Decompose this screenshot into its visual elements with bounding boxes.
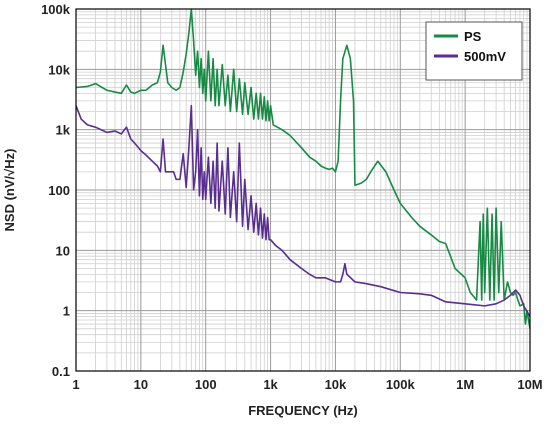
y-tick-label: 1k (56, 123, 71, 138)
x-tick-label: 10k (325, 377, 347, 392)
x-tick-label: 100 (195, 377, 217, 392)
x-axis-label: FREQUENCY (Hz) (248, 403, 358, 418)
x-tick-label: 1M (456, 377, 474, 392)
legend-label-500mv: 500mV (464, 49, 506, 64)
y-tick-label: 100k (41, 2, 71, 17)
x-tick-label: 10 (134, 377, 148, 392)
y-axis-label: NSD (nV/√Hz) (2, 149, 17, 232)
y-tick-label: 0.1 (52, 364, 70, 379)
x-axis-ticks: 1 10 100 1k 10k 100k 1M 10M (72, 377, 542, 392)
series-line-ps (76, 9, 530, 329)
series-lines (76, 9, 530, 329)
y-tick-label: 10 (56, 243, 70, 258)
y-tick-label: 100 (48, 183, 70, 198)
y-tick-label: 1 (63, 304, 70, 319)
legend: PS 500mV (425, 21, 523, 81)
legend-box (425, 21, 523, 81)
legend-label-ps: PS (464, 29, 482, 44)
x-tick-label: 10M (517, 377, 542, 392)
x-tick-label: 1k (263, 377, 278, 392)
x-tick-label: 1 (72, 377, 79, 392)
y-axis-ticks: 0.1 1 10 100 1k 10k 100k (41, 2, 71, 379)
series-line-500mv (76, 104, 530, 317)
plot-frame (75, 8, 531, 372)
x-tick-label: 100k (386, 377, 416, 392)
y-tick-label: 10k (48, 62, 70, 77)
